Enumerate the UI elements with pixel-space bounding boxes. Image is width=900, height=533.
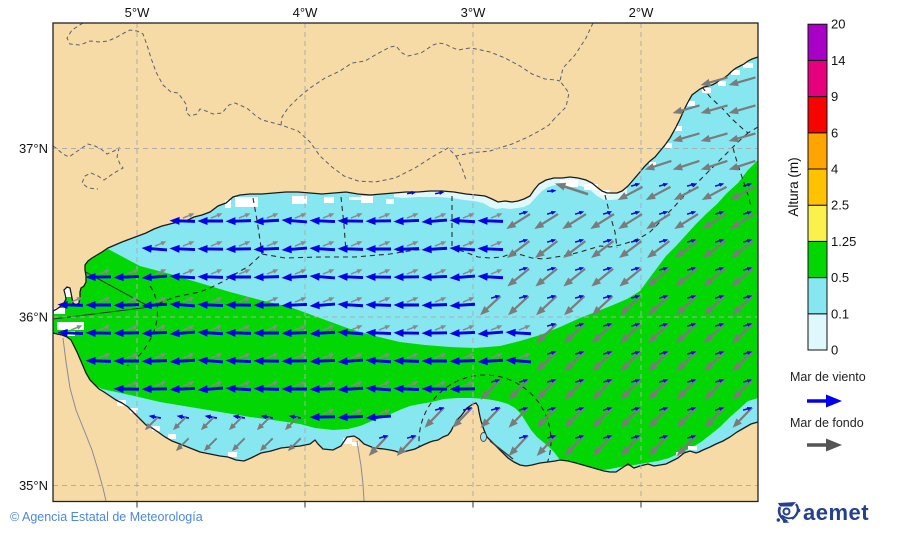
svg-text:Altura (m): Altura (m): [786, 157, 801, 216]
svg-text:aemet: aemet: [803, 500, 869, 525]
svg-text:4: 4: [831, 162, 838, 177]
svg-text:3°W: 3°W: [461, 5, 486, 20]
svg-text:© Agencia Estatal de Meteorolo: © Agencia Estatal de Meteorología: [10, 510, 203, 524]
svg-text:Mar de viento: Mar de viento: [790, 370, 866, 384]
svg-text:2°W: 2°W: [629, 5, 654, 20]
svg-text:37°N: 37°N: [19, 141, 48, 156]
svg-text:0.5: 0.5: [831, 270, 849, 285]
svg-text:36°N: 36°N: [19, 310, 48, 325]
svg-text:0: 0: [831, 343, 838, 358]
svg-text:1.25: 1.25: [831, 234, 856, 249]
svg-text:14: 14: [831, 53, 845, 68]
svg-text:0.1: 0.1: [831, 306, 849, 321]
svg-text:35°N: 35°N: [19, 478, 48, 493]
svg-text:Mar de fondo: Mar de fondo: [790, 416, 864, 430]
svg-text:5°W: 5°W: [125, 5, 150, 20]
svg-text:9: 9: [831, 89, 838, 104]
svg-text:2.5: 2.5: [831, 198, 849, 213]
svg-text:20: 20: [831, 17, 845, 32]
svg-text:4°W: 4°W: [293, 5, 318, 20]
svg-text:6: 6: [831, 125, 838, 140]
